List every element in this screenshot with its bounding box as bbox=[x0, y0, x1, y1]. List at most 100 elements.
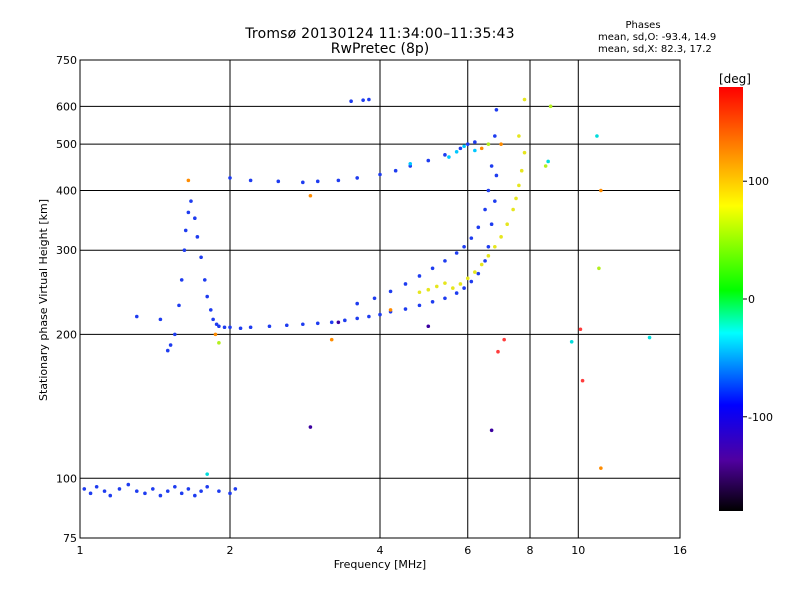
data-point bbox=[108, 493, 113, 498]
data-point bbox=[151, 487, 155, 491]
data-point bbox=[479, 146, 484, 151]
data-point bbox=[473, 148, 477, 153]
data-point bbox=[329, 337, 334, 342]
y-tick-label: 500 bbox=[56, 138, 77, 151]
data-point bbox=[165, 489, 170, 493]
data-point bbox=[489, 428, 494, 433]
data-point bbox=[182, 248, 187, 253]
y-tick-label: 400 bbox=[56, 184, 77, 197]
data-point bbox=[447, 155, 451, 159]
data-point bbox=[417, 274, 422, 278]
data-point bbox=[308, 425, 313, 429]
data-point bbox=[205, 472, 209, 476]
data-point bbox=[94, 484, 99, 489]
data-point bbox=[355, 316, 359, 321]
data-point bbox=[473, 140, 477, 144]
data-point bbox=[186, 487, 191, 491]
data-point bbox=[378, 312, 382, 317]
data-point bbox=[599, 188, 603, 193]
data-point bbox=[462, 144, 466, 149]
data-point bbox=[578, 327, 583, 332]
data-point bbox=[430, 266, 435, 271]
data-point bbox=[514, 196, 518, 201]
data-point bbox=[143, 491, 147, 496]
x-tick-label: 1 bbox=[77, 544, 84, 557]
data-point bbox=[193, 493, 197, 498]
colorbar-tick-label: 0 bbox=[748, 293, 755, 306]
y-axis-label: Stationary phase Virtual Height [km] bbox=[37, 199, 50, 401]
x-tick-label: 6 bbox=[464, 544, 471, 557]
data-point bbox=[343, 318, 347, 323]
y-tick-label: 75 bbox=[63, 532, 77, 545]
data-point bbox=[489, 222, 494, 227]
data-point bbox=[217, 489, 221, 493]
data-point bbox=[361, 98, 365, 102]
data-point bbox=[486, 244, 491, 249]
data-point bbox=[522, 150, 527, 155]
data-point bbox=[168, 343, 173, 347]
data-point bbox=[458, 146, 463, 151]
data-point bbox=[193, 216, 197, 221]
data-point bbox=[173, 332, 177, 337]
data-point bbox=[301, 180, 305, 185]
data-point bbox=[476, 225, 481, 230]
data-point bbox=[454, 291, 459, 295]
x-tick-label: 10 bbox=[571, 544, 585, 557]
data-point bbox=[462, 286, 466, 290]
x-tick-label: 2 bbox=[227, 544, 234, 557]
data-point bbox=[483, 207, 487, 212]
data-point bbox=[276, 179, 281, 184]
data-point bbox=[355, 176, 359, 180]
data-point bbox=[408, 161, 413, 166]
data-point bbox=[580, 378, 585, 383]
colorbar-tick-label: 100 bbox=[748, 175, 769, 188]
data-point bbox=[403, 282, 408, 286]
data-point bbox=[458, 282, 463, 286]
data-point bbox=[465, 142, 470, 146]
data-point bbox=[126, 482, 131, 487]
data-point bbox=[489, 164, 494, 168]
data-point bbox=[199, 489, 203, 493]
colorbar-label: [deg] bbox=[719, 72, 751, 86]
data-point bbox=[486, 188, 491, 193]
colorbar-tick-label: -100 bbox=[748, 411, 773, 424]
data-point bbox=[434, 284, 439, 289]
data-point bbox=[462, 244, 466, 249]
y-tick-label: 600 bbox=[56, 100, 77, 113]
data-points bbox=[82, 97, 652, 498]
data-point bbox=[499, 235, 503, 239]
chart-title: Tromsø 20130124 11:34:00–11:35:43 bbox=[245, 26, 515, 42]
data-point bbox=[211, 317, 215, 322]
data-point bbox=[205, 484, 209, 489]
data-point bbox=[473, 270, 477, 274]
data-point bbox=[486, 254, 491, 258]
data-point bbox=[248, 178, 253, 183]
data-point bbox=[315, 179, 320, 184]
data-point bbox=[367, 97, 371, 102]
data-point bbox=[134, 314, 139, 319]
data-point bbox=[82, 487, 87, 491]
data-point bbox=[469, 236, 474, 240]
data-point bbox=[502, 337, 506, 342]
data-point bbox=[388, 289, 393, 294]
data-point bbox=[426, 158, 431, 163]
data-point bbox=[208, 308, 213, 312]
y-tick-label: 300 bbox=[56, 244, 77, 257]
data-point bbox=[355, 301, 359, 306]
data-point bbox=[451, 286, 455, 290]
data-point bbox=[569, 339, 574, 344]
data-point bbox=[493, 199, 497, 203]
data-point bbox=[173, 484, 177, 489]
x-tick-labels: 1 2 4 6 8 10 16 bbox=[77, 544, 688, 557]
data-point bbox=[308, 193, 313, 198]
plot-frame bbox=[79, 59, 681, 539]
data-point bbox=[367, 314, 371, 319]
data-point bbox=[454, 251, 459, 255]
x-tick-label: 4 bbox=[377, 544, 384, 557]
data-point bbox=[186, 210, 191, 215]
data-point bbox=[189, 199, 193, 203]
data-point bbox=[349, 99, 353, 103]
data-point bbox=[493, 244, 497, 249]
chart-subtitle: RwPretec (8p) bbox=[330, 41, 430, 57]
